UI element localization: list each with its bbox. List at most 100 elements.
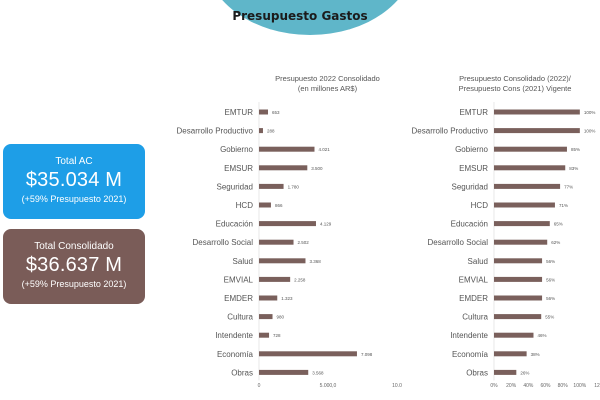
tick-label: 40%: [523, 383, 534, 389]
data-label: 85%: [571, 147, 580, 152]
data-label: 3.568: [312, 370, 324, 375]
category-label: Educación: [216, 220, 253, 229]
total-consolidado-card: Total Consolidado $36.637 M (+59% Presup…: [3, 229, 145, 304]
bar: [494, 239, 548, 245]
category-label: Gobierno: [455, 145, 488, 154]
category-label: Obras: [466, 368, 488, 377]
bar: [259, 258, 306, 264]
bar: [259, 202, 271, 208]
category-label: Desarrollo Social: [428, 238, 489, 247]
data-label: 77%: [564, 184, 573, 189]
bar: [259, 221, 316, 227]
page-title: Presupuesto Gastos: [232, 9, 368, 23]
data-label: 56%: [546, 259, 555, 264]
bar: [494, 202, 555, 208]
bar: [494, 165, 566, 171]
bar: [259, 295, 278, 301]
category-label: Cultura: [462, 313, 488, 322]
bar: [259, 128, 263, 134]
data-label: 2.258: [294, 277, 306, 282]
category-label: Salud: [233, 257, 253, 266]
bar: [494, 221, 550, 227]
chart-2-title: Presupuesto Consolidado (2022)/Presupues…: [458, 74, 572, 93]
bar: [259, 369, 309, 375]
data-label: 4.021: [318, 147, 330, 152]
category-label: Intendente: [450, 331, 488, 340]
bar: [494, 128, 580, 134]
total-ac-value: $35.034 M: [25, 169, 123, 191]
tick-label: 10.0: [392, 383, 402, 389]
category-label: EMVIAL: [224, 275, 254, 284]
category-label: EMTUR: [460, 108, 489, 117]
data-label: 55%: [545, 315, 554, 320]
category-label: Salud: [468, 257, 488, 266]
tick-label: 12: [594, 383, 600, 389]
chart-1-title: Presupuesto 2022 Consolidado (en millones…: [275, 74, 380, 93]
bar: [494, 351, 527, 357]
bar: [259, 146, 315, 152]
tick-label: 60%: [540, 383, 551, 389]
data-label: 728: [273, 333, 281, 338]
data-label: 980: [277, 315, 285, 320]
data-label: 1.323: [281, 296, 293, 301]
data-label: 83%: [569, 166, 578, 171]
category-label: Obras: [231, 368, 253, 377]
data-label: 56%: [546, 296, 555, 301]
bar: [259, 351, 357, 357]
bar: [259, 109, 269, 115]
tick-label: 80%: [558, 383, 569, 389]
data-label: 38%: [531, 352, 540, 357]
data-label: 288: [267, 129, 275, 134]
data-label: 653: [272, 110, 280, 115]
total-ac-card: Total AC $35.034 M (+59% Presupuesto 202…: [3, 144, 145, 219]
total-consolidado-value: $36.637 M: [25, 254, 123, 276]
bar: [494, 183, 561, 189]
bar: [494, 258, 543, 264]
tick-label: 20%: [506, 383, 517, 389]
bar: [259, 165, 308, 171]
category-label: HCD: [471, 201, 489, 210]
category-label: Desarrollo Productivo: [412, 127, 489, 136]
bar: [259, 239, 294, 245]
tick-label: 100%: [573, 383, 586, 389]
category-label: Cultura: [227, 313, 253, 322]
category-label: Intendente: [215, 331, 253, 340]
bar: [259, 276, 291, 282]
category-label: Desarrollo Social: [193, 238, 254, 247]
data-label: 46%: [537, 333, 546, 338]
total-consolidado-sub: (+59% Presupuesto 2021): [21, 279, 127, 289]
category-label: EMTUR: [225, 108, 254, 117]
category-label: EMDER: [459, 294, 488, 303]
bar: [259, 183, 284, 189]
tick-label: 0: [258, 383, 261, 389]
category-label: Economía: [452, 350, 489, 359]
bar: [494, 146, 567, 152]
data-label: 866: [275, 203, 283, 208]
data-label: 1.780: [288, 184, 300, 189]
data-label: 7.098: [361, 352, 373, 357]
total-ac-sub: (+59% Presupuesto 2021): [21, 194, 127, 204]
data-label: 62%: [551, 240, 560, 245]
data-label: 100%: [584, 110, 596, 115]
bar: [259, 314, 273, 320]
bar: [494, 369, 517, 375]
tick-label: 5.000,0: [320, 383, 337, 389]
data-label: 100%: [584, 129, 596, 134]
category-label: EMSUR: [224, 164, 253, 173]
category-label: EMDER: [224, 294, 253, 303]
data-label: 2.502: [298, 240, 310, 245]
category-label: Seguridad: [452, 182, 488, 191]
tick-label: 0%: [490, 383, 498, 389]
data-label: 4.129: [320, 222, 332, 227]
bar: [494, 332, 534, 338]
bar: [494, 276, 543, 282]
category-label: HCD: [236, 201, 254, 210]
bar: [494, 109, 580, 115]
bar: [259, 332, 270, 338]
category-label: Economía: [217, 350, 254, 359]
category-label: Desarrollo Productivo: [177, 127, 254, 136]
data-label: 26%: [520, 370, 529, 375]
bar: [494, 295, 543, 301]
